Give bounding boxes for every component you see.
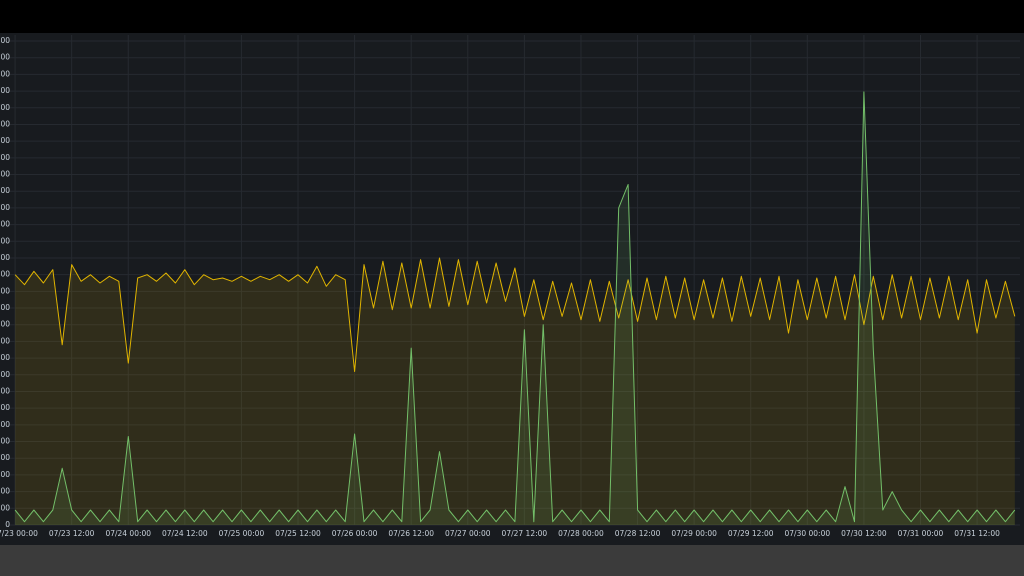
y-tick-label: 00 [0,69,10,78]
series-line [14,91,1016,523]
y-tick-label: 00 [0,53,10,62]
x-tick-label: 07/30 12:00 [841,529,887,538]
y-tick-label: 00 [0,437,10,446]
x-tick-label: 07/26 12:00 [388,529,434,538]
y-tick-label: 00 [0,270,10,279]
y-tick-label: 00 [0,286,10,295]
y-tick-label: 00 [0,470,10,479]
y-tick-label: 0 [5,520,10,529]
y-tick-label: 00 [0,320,10,329]
x-tick-label: 07/28 12:00 [615,529,661,538]
x-tick-label: 07/31 12:00 [954,529,1000,538]
panel [0,33,1024,545]
y-tick-label: 00 [0,420,10,429]
y-tick-label: 00 [0,203,10,212]
x-tick-label: 07/25 12:00 [275,529,321,538]
x-tick-label: 07/27 12:00 [502,529,548,538]
y-tick-label: 00 [0,103,10,112]
y-tick-label: 00 [0,170,10,179]
series-area [15,258,1015,525]
y-tick-label: 00 [0,220,10,229]
x-tick-label: 07/23 12:00 [49,529,95,538]
x-tick-label: 07/28 00:00 [558,529,604,538]
y-tick-label: 00 [0,236,10,245]
y-tick-label: 00 [0,503,10,512]
y-tick-label: 00 [0,253,10,262]
x-tick-label: 07/27 00:00 [445,529,491,538]
x-tick-label: 07/31 00:00 [898,529,944,538]
y-tick-label: 00 [0,136,10,145]
y-tick-label: 00 [0,453,10,462]
y-tick-label: 00 [0,86,10,95]
x-tick-label: 07/24 00:00 [105,529,151,538]
series-line [14,257,1016,372]
y-tick-label: 00 [0,403,10,412]
y-tick-label: 00 [0,336,10,345]
y-tick-label: 00 [0,303,10,312]
x-tick-label: 07/25 00:00 [219,529,265,538]
x-tick-label: 07/23 00:00 [0,529,38,538]
x-tick-label: 07/29 12:00 [728,529,774,538]
x-tick-label: 07/30 00:00 [785,529,831,538]
bottom-bar [0,545,1024,576]
x-tick-label: 07/29 00:00 [671,529,717,538]
x-tick-label: 07/26 00:00 [332,529,378,538]
y-tick-label: 00 [0,370,10,379]
y-tick-label: 00 [0,153,10,162]
y-tick-label: 00 [0,36,10,45]
y-tick-label: 00 [0,386,10,395]
y-tick-label: 00 [0,119,10,128]
y-tick-label: 00 [0,487,10,496]
y-tick-label: 00 [0,186,10,195]
y-tick-label: 00 [0,353,10,362]
x-tick-label: 07/24 12:00 [162,529,208,538]
